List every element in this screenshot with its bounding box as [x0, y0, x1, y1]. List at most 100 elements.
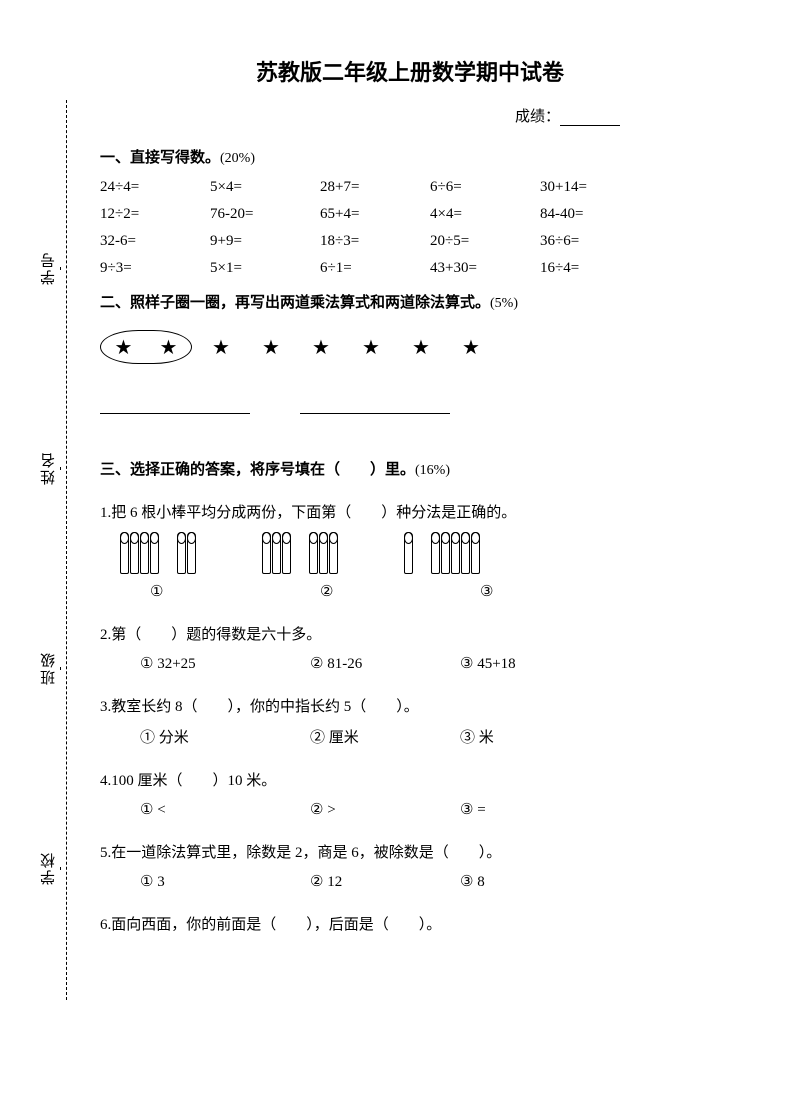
section3-head: 三、选择正确的答案，将序号填在（ ）里。(16%)	[100, 458, 720, 479]
q2-text: 2.第（ ）题的得数是六十多。	[100, 623, 720, 644]
section3-head-bold: 三、选择正确的答案，将序号填在（ ）里。	[100, 461, 415, 478]
stick-icon	[319, 532, 328, 574]
stick-group	[309, 532, 338, 574]
star-icon: ★	[346, 335, 396, 360]
stick-icon	[120, 532, 129, 574]
q4-opts: ① < ② > ③ =	[140, 800, 720, 819]
stick-group	[177, 532, 196, 574]
binding-number: 学号	[38, 220, 62, 317]
answer-blanks	[100, 394, 720, 414]
star-icon: ★	[446, 335, 496, 360]
section1-head-pct: (20%)	[220, 151, 255, 166]
answer-blank-1	[100, 394, 250, 414]
star-icon: ★	[296, 335, 346, 360]
arith-cell: 5×4=	[210, 179, 320, 196]
binding-name-line	[60, 467, 61, 470]
stick-icon	[441, 532, 450, 574]
arith-cell: 28+7=	[320, 179, 430, 196]
arith-cell: 6÷1=	[320, 260, 430, 277]
arith-cell: 65+4=	[320, 206, 430, 223]
section2-head-bold: 二、照样子圈一圈，再写出两道乘法算式和两道除法算式。	[100, 294, 490, 311]
binding-name: 姓名	[38, 420, 62, 517]
score-blank	[560, 110, 620, 126]
binding-school-label: 学校	[38, 852, 59, 886]
arith-cell: 9÷3=	[100, 260, 210, 277]
arith-cell: 9+9=	[210, 233, 320, 250]
arith-cell: 5×1=	[210, 260, 320, 277]
q4-opt2: ② >	[310, 800, 460, 819]
section2-head: 二、照样子圈一圈，再写出两道乘法算式和两道除法算式。(5%)	[100, 291, 720, 312]
arith-cell: 16÷4=	[540, 260, 650, 277]
arith-cell: 18÷3=	[320, 233, 430, 250]
arith-cell: 76-20=	[210, 206, 320, 223]
q1-opts: ① ② ③	[150, 582, 720, 601]
binding-class-label: 班级	[38, 652, 59, 686]
binding-name-label: 姓名	[38, 452, 59, 486]
section1-head: 一、直接写得数。(20%)	[100, 146, 720, 167]
page-content: 苏教版二年级上册数学期中试卷 成绩： 一、直接写得数。(20%) 24÷4=5×…	[100, 55, 720, 944]
q1-text: 1.把 6 根小棒平均分成两份，下面第（ ）种分法是正确的。	[100, 501, 720, 522]
stick-icon	[471, 532, 480, 574]
stick-icon	[130, 532, 139, 574]
binding-school-line	[60, 867, 61, 870]
q3-opts: ① 分米 ② 厘米 ③ 米	[140, 726, 720, 747]
star-icon: ★	[104, 335, 144, 360]
q4-text: 4.100 厘米（ ）10 米。	[100, 769, 720, 790]
q2-opt1: ① 32+25	[140, 654, 310, 673]
q3-opt2: ② 厘米	[310, 726, 460, 747]
arith-cell: 24÷4=	[100, 179, 210, 196]
score-line: 成绩：	[100, 105, 720, 126]
arith-cell: 36÷6=	[540, 233, 650, 250]
sticks-row	[120, 532, 720, 574]
binding-class-line	[60, 667, 61, 670]
stick-icon	[150, 532, 159, 574]
q3-text: 3.教室长约 8（ ），你的中指长约 5（ ）。	[100, 695, 720, 716]
q5-opt1: ① 3	[140, 872, 310, 891]
stick-group	[262, 532, 291, 574]
star-icon: ★	[149, 335, 189, 360]
stick-icon	[272, 532, 281, 574]
arith-cell: 32-6=	[100, 233, 210, 250]
q5-opt3: ③ 8	[460, 872, 580, 891]
q5-text: 5.在一道除法算式里，除数是 2，商是 6，被除数是（ ）。	[100, 841, 720, 862]
arith-row: 9÷3=5×1=6÷1=43+30=16÷4=	[100, 260, 720, 277]
q1-opt3: ③	[480, 582, 580, 601]
q6-text: 6.面向西面，你的前面是（ ），后面是（ ）。	[100, 913, 720, 934]
star-circle-group: ★★	[100, 330, 192, 364]
stick-icon	[282, 532, 291, 574]
stick-icon	[262, 532, 271, 574]
section1-head-bold: 一、直接写得数。	[100, 149, 220, 166]
stick-icon	[431, 532, 440, 574]
arith-table: 24÷4=5×4=28+7=6÷6=30+14=12÷2=76-20=65+4=…	[100, 179, 720, 277]
star-icon: ★	[196, 335, 246, 360]
section2-head-pct: (5%)	[490, 296, 518, 311]
stick-group	[431, 532, 480, 574]
stick-icon	[309, 532, 318, 574]
q4-opt1: ① <	[140, 800, 310, 819]
binding-number-line	[60, 267, 61, 270]
star-icon: ★	[396, 335, 446, 360]
q2-opts: ① 32+25 ② 81-26 ③ 45+18	[140, 654, 720, 673]
page-title: 苏教版二年级上册数学期中试卷	[100, 55, 720, 87]
q5-opts: ① 3 ② 12 ③ 8	[140, 872, 720, 891]
stick-icon	[177, 532, 186, 574]
stick-icon	[461, 532, 470, 574]
q1-opt1: ①	[150, 582, 320, 601]
arith-cell: 20÷5=	[430, 233, 540, 250]
q5-opt2: ② 12	[310, 872, 460, 891]
q3-opt3: ③ 米	[460, 726, 580, 747]
arith-row: 12÷2=76-20=65+4=4×4=84-40=	[100, 206, 720, 223]
binding-dashed-line	[66, 100, 67, 1000]
q3-opt1: ① 分米	[140, 726, 310, 747]
score-label: 成绩：	[515, 109, 560, 125]
binding-strip: 学校 班级 姓名 学号	[38, 100, 98, 1000]
stick-group	[404, 532, 413, 574]
stick-icon	[404, 532, 413, 574]
arith-cell: 30+14=	[540, 179, 650, 196]
arith-row: 32-6=9+9=18÷3=20÷5=36÷6=	[100, 233, 720, 250]
q1-opt2: ②	[320, 582, 480, 601]
q2-opt3: ③ 45+18	[460, 654, 580, 673]
stars-row: ★★★★★★★★	[100, 330, 720, 364]
stick-icon	[451, 532, 460, 574]
stick-icon	[329, 532, 338, 574]
